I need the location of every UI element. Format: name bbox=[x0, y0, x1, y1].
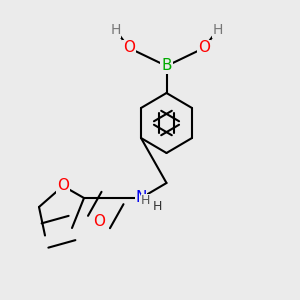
Text: H: H bbox=[110, 23, 121, 37]
Text: O: O bbox=[93, 214, 105, 230]
Text: N: N bbox=[135, 190, 147, 206]
Text: H: H bbox=[153, 200, 162, 214]
Text: O: O bbox=[198, 40, 210, 56]
Text: H: H bbox=[141, 194, 150, 208]
Text: H: H bbox=[212, 23, 223, 37]
Text: O: O bbox=[123, 40, 135, 56]
Text: O: O bbox=[57, 178, 69, 194]
Text: B: B bbox=[161, 58, 172, 74]
